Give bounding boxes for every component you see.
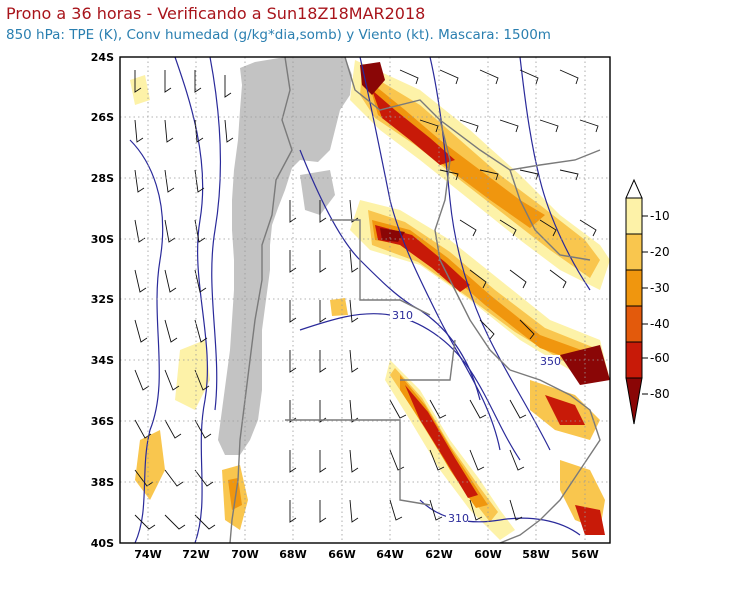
wind-barbs (134, 69, 599, 530)
lat-label: 24S (91, 51, 114, 64)
lon-label: 72W (182, 548, 209, 561)
lon-label: 60W (474, 548, 501, 561)
terrain-mask-2 (300, 170, 335, 215)
legend-swatch (625, 305, 643, 343)
terrain-mask (218, 57, 352, 455)
lon-label: 58W (522, 548, 549, 561)
contour-label: 310 (448, 512, 469, 525)
graticule (120, 57, 610, 543)
lat-label: 30S (91, 233, 114, 246)
convergence-shading (130, 60, 610, 540)
legend-label: -60 (650, 351, 670, 365)
lat-label: 34S (91, 354, 114, 367)
legend-label: -30 (650, 281, 670, 295)
legend-label: -10 (650, 209, 670, 223)
lat-axis: 24S 26S 28S 30S 32S 34S 36S 38S 40S (91, 51, 114, 550)
lat-label: 38S (91, 476, 114, 489)
lon-label: 62W (425, 548, 452, 561)
legend-label: -20 (650, 245, 670, 259)
legend-cap-bottom (625, 377, 643, 425)
legend-swatch (625, 233, 643, 271)
lon-label: 66W (328, 548, 355, 561)
lat-label: 36S (91, 415, 114, 428)
lon-label: 68W (279, 548, 306, 561)
chart-title: Prono a 36 horas - Verificando a Sun18Z1… (6, 4, 426, 23)
contour-label: 350 (540, 355, 561, 368)
lon-axis: 74W 72W 70W 68W 66W 64W 62W 60W 58W 56W (134, 548, 598, 561)
legend-label: -40 (650, 317, 670, 331)
lon-label: 64W (376, 548, 403, 561)
political-boundaries (229, 57, 601, 543)
chart-subtitle: 850 hPa: TPE (K), Conv humedad (g/kg*dia… (6, 27, 551, 43)
legend-swatch (625, 197, 643, 235)
contour-label: 310 (392, 309, 413, 322)
lat-label: 26S (91, 111, 114, 124)
lat-label: 32S (91, 293, 114, 306)
lat-label: 28S (91, 172, 114, 185)
color-legend: -10 -20 -30 -40 -60 -80 (625, 178, 670, 425)
legend-cap-top (625, 178, 643, 199)
plot-frame (119, 56, 611, 544)
lat-label: 40S (91, 537, 114, 550)
lon-label: 70W (231, 548, 258, 561)
legend-swatch (625, 341, 643, 379)
lon-label: 74W (134, 548, 161, 561)
lon-label: 56W (571, 548, 598, 561)
legend-label: -80 (650, 387, 670, 401)
legend-swatch (625, 269, 643, 307)
